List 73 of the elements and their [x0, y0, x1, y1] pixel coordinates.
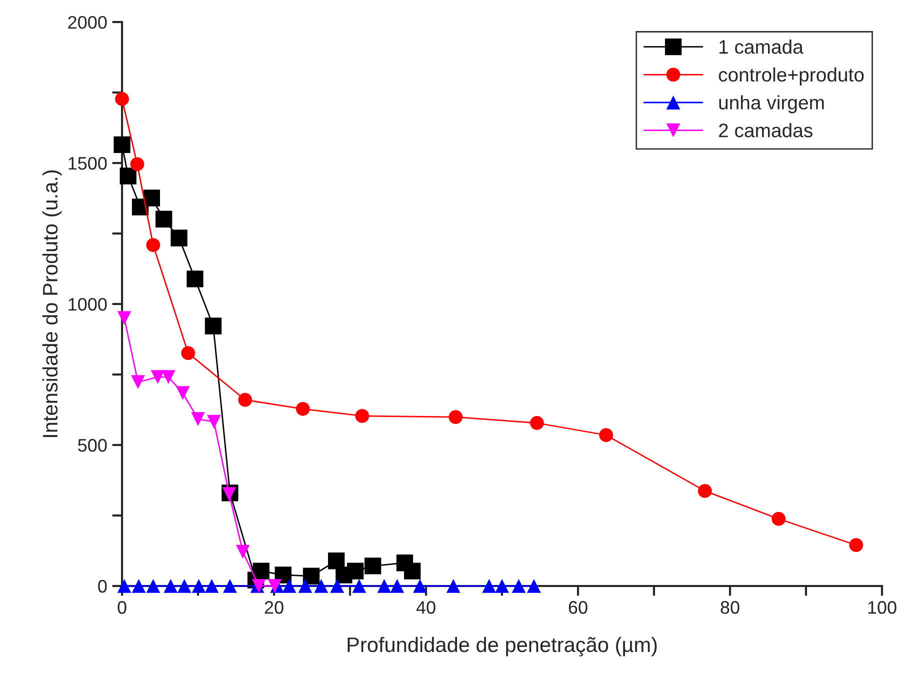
point	[252, 562, 270, 580]
point	[412, 579, 427, 593]
point	[526, 579, 541, 593]
point	[177, 579, 192, 593]
point	[314, 579, 328, 593]
y-tick-label: 1500	[68, 156, 107, 170]
point	[181, 346, 196, 360]
x-tick-label: 40	[416, 601, 436, 614]
point	[170, 230, 188, 246]
point	[115, 92, 129, 106]
point	[698, 484, 712, 498]
point	[530, 416, 544, 430]
point	[298, 579, 312, 593]
point	[143, 190, 160, 206]
point	[236, 544, 250, 559]
point	[156, 210, 172, 228]
point	[364, 558, 382, 574]
y-tick-label: 1000	[68, 298, 107, 311]
point	[120, 168, 136, 184]
point	[150, 370, 165, 384]
point	[377, 579, 392, 593]
point	[161, 370, 176, 384]
point	[282, 579, 296, 593]
x-tick-label: 0	[118, 601, 126, 614]
x-axis-title: Profundidade de penetração (µm)	[348, 636, 657, 656]
x-tick-label: 100	[868, 601, 896, 614]
x-tick-label: 80	[720, 601, 740, 614]
point	[146, 238, 160, 252]
point	[238, 392, 252, 407]
point	[296, 402, 310, 416]
x-tick-label: 60	[568, 601, 588, 614]
point	[347, 562, 364, 580]
point	[114, 136, 130, 154]
point	[355, 409, 370, 423]
y-axis-title: Intensidade do Produto (u.a.)	[42, 170, 62, 437]
point	[446, 579, 460, 593]
point	[352, 579, 366, 593]
point	[117, 311, 132, 326]
point	[164, 579, 178, 593]
point	[495, 579, 509, 593]
point	[482, 579, 496, 593]
point	[176, 386, 190, 400]
point	[131, 375, 145, 390]
point	[146, 579, 160, 593]
legend-label: 2 camadas	[719, 123, 812, 138]
point	[191, 412, 205, 426]
point	[330, 579, 344, 593]
y-tick-label: 2000	[68, 16, 107, 29]
point	[130, 157, 144, 172]
y-tick-label: 500	[78, 438, 107, 452]
point	[302, 568, 320, 584]
legend-label: unha virgem	[719, 95, 824, 114]
point	[117, 579, 132, 593]
point	[772, 512, 786, 526]
point	[448, 410, 463, 424]
legend-label: controle+produto	[718, 67, 864, 86]
point	[186, 270, 204, 288]
point	[849, 538, 864, 552]
point	[404, 562, 421, 580]
point	[268, 579, 282, 593]
point	[204, 318, 222, 334]
point	[328, 552, 345, 570]
y-tick-label: 0	[98, 580, 107, 593]
point	[204, 579, 219, 593]
point	[390, 579, 404, 593]
point	[512, 579, 526, 593]
point	[599, 428, 614, 442]
x-tick-label: 20	[264, 601, 284, 614]
legend-label: 1 camada	[720, 40, 804, 54]
point	[223, 579, 237, 593]
point	[207, 414, 221, 429]
point	[132, 579, 146, 593]
point	[192, 579, 206, 593]
